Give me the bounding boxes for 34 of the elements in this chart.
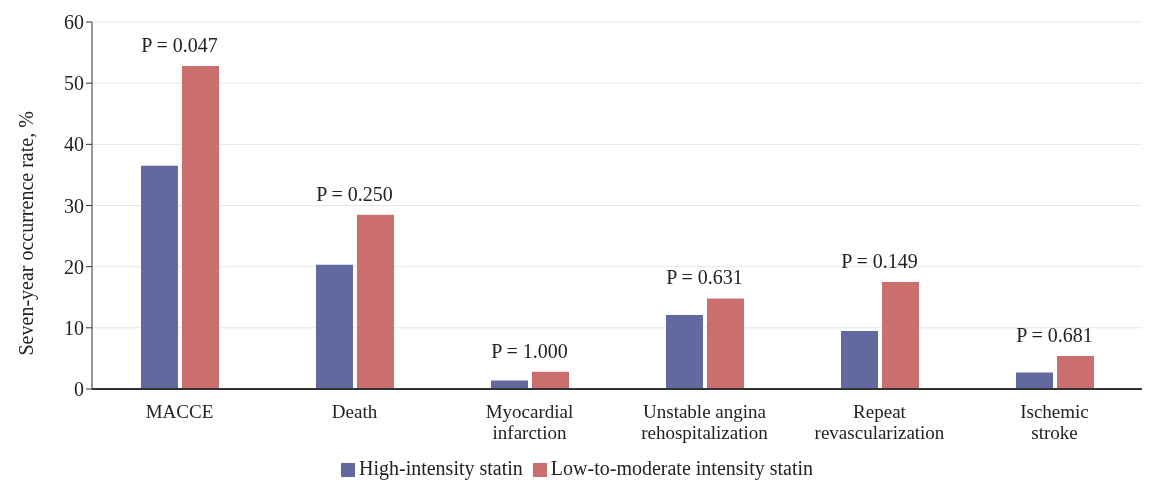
legend-label: Low-to-moderate intensity statin bbox=[550, 457, 814, 479]
x-tick-label: MACCE bbox=[145, 401, 214, 422]
bar bbox=[316, 264, 353, 389]
bar bbox=[1016, 372, 1053, 389]
y-tick-label: 50 bbox=[64, 72, 84, 95]
bar bbox=[491, 380, 528, 389]
bar bbox=[707, 298, 744, 389]
bar bbox=[666, 314, 703, 389]
x-tick-label: Repeat revascularization bbox=[814, 401, 945, 443]
y-tick-label: 40 bbox=[64, 133, 84, 156]
bar bbox=[532, 371, 569, 389]
x-tick-label: Ischemic stroke bbox=[1020, 401, 1089, 443]
bar bbox=[182, 66, 219, 389]
bar bbox=[882, 281, 919, 389]
y-tick-label: 60 bbox=[64, 11, 84, 34]
legend-label: High-intensity statin bbox=[358, 457, 523, 479]
x-tick-label: Death bbox=[331, 401, 378, 422]
y-tick-label: 30 bbox=[64, 194, 84, 217]
annotation: P = 0.047 bbox=[141, 34, 218, 57]
annotation: P = 1.000 bbox=[491, 339, 568, 362]
y-tick-label: 20 bbox=[64, 255, 84, 278]
annotation: P = 0.250 bbox=[316, 182, 393, 205]
bar bbox=[357, 214, 394, 389]
annotation: P = 0.149 bbox=[841, 249, 918, 272]
annotation: P = 0.631 bbox=[666, 266, 743, 289]
bar bbox=[141, 165, 178, 389]
y-axis-title: Seven-year occurrence rate, % bbox=[15, 111, 39, 356]
x-tick-label: Unstable angina rehospitalization bbox=[641, 401, 769, 443]
bar bbox=[841, 330, 878, 389]
bar bbox=[1057, 355, 1094, 389]
annotation: P = 0.681 bbox=[1016, 323, 1093, 346]
y-tick-label: 0 bbox=[74, 378, 84, 401]
y-tick-label: 10 bbox=[64, 316, 84, 339]
x-tick-label: Myocardial infarction bbox=[485, 401, 574, 443]
